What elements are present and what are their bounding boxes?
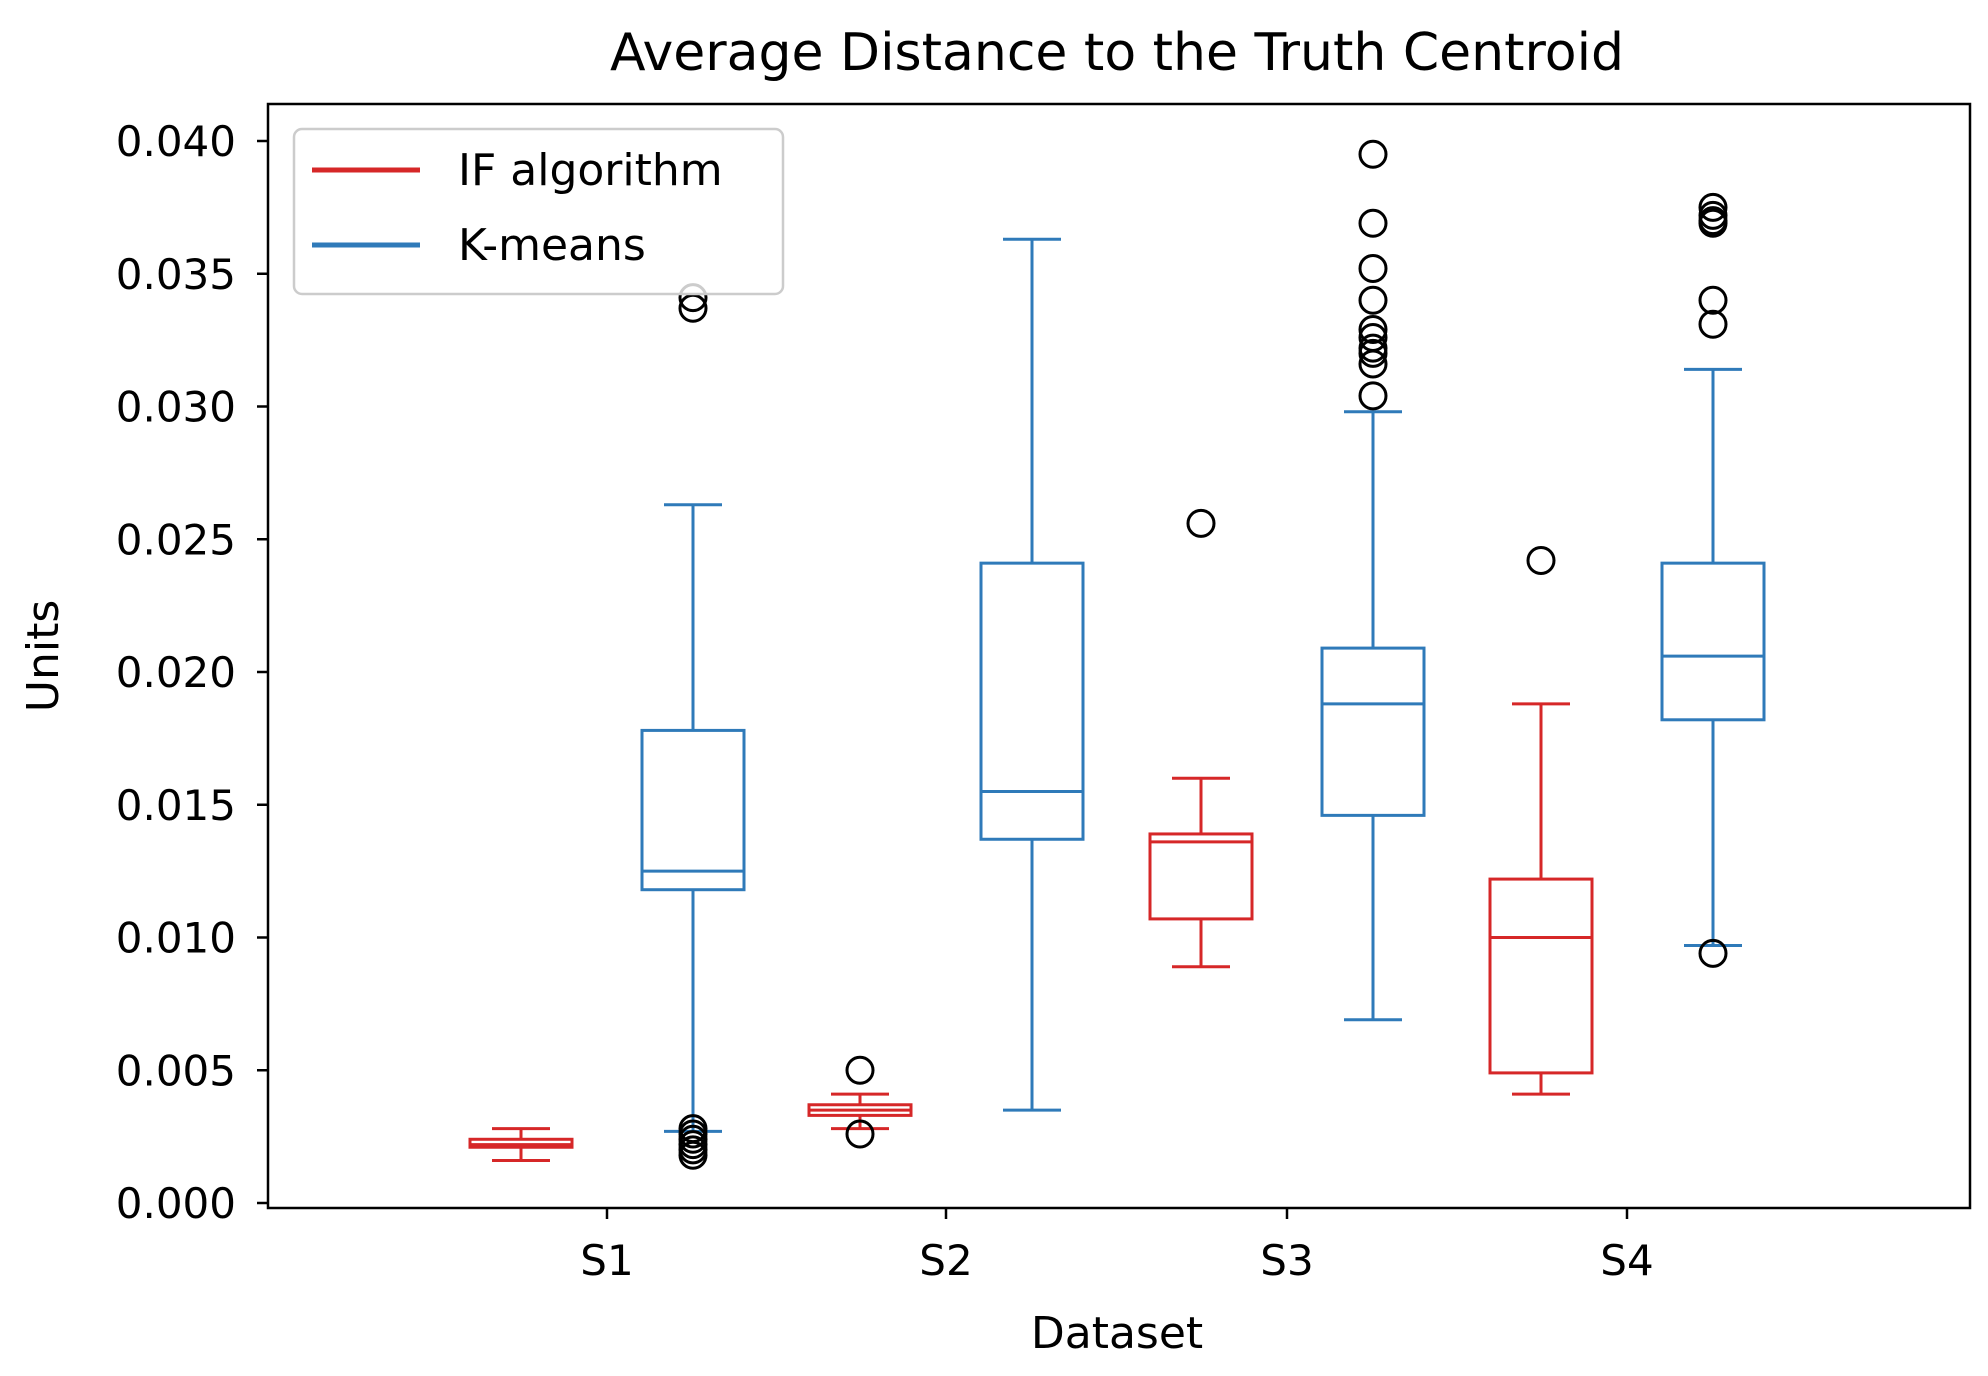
x-tick-label: S1 [580,1236,633,1285]
box-k-means-s3 [1320,139,1426,1022]
chart-title: Average Distance to the Truth Centroid [610,23,1624,83]
outlier-point [1698,938,1728,968]
box-if-algorithm-s3 [1148,508,1254,969]
outlier-point [1186,508,1216,538]
outlier-point [1698,208,1728,238]
y-tick-label: 0.010 [116,914,236,963]
outlier-point [1358,139,1388,169]
outlier-point [1358,253,1388,283]
x-axis-label: Dataset [1031,1308,1203,1359]
outlier-point [1358,338,1388,368]
box-iqr [1148,832,1254,921]
box-if-algorithm-s2 [807,1055,913,1149]
box-iqr [979,561,1085,841]
legend-label-k-means: K-means [458,220,646,271]
box-k-means-s2 [979,237,1085,1112]
outlier-point [1358,315,1388,345]
outlier-point [678,1140,708,1170]
y-tick-label: 0.035 [116,250,236,299]
outlier-point [845,1055,875,1085]
outlier-point [1358,285,1388,315]
plot-area-frame [266,102,1972,1210]
legend: IF algorithm K-means [292,127,785,296]
outlier-point [1698,285,1728,315]
box-k-means-s4 [1660,192,1766,968]
y-axis-ticks: 0.000 0.005 0.010 0.015 0.020 0.025 0.030 0.035… [116,117,268,1228]
outlier-point [1358,381,1388,411]
y-tick-label: 0.040 [116,117,236,166]
outlier-point [1698,192,1728,222]
box-if-algorithm-s1 [468,1127,574,1163]
outlier-point [845,1119,875,1149]
outlier-point [1358,208,1388,238]
box-if-algorithm-s4 [1488,545,1594,1096]
outlier-point [1698,309,1728,339]
y-tick-label: 0.025 [116,515,236,564]
y-tick-label: 0.000 [116,1179,236,1228]
y-tick-label: 0.030 [116,383,236,432]
box-iqr [1320,646,1426,817]
y-axis-label: Units [18,600,69,713]
legend-label-if-algorithm: IF algorithm [458,145,723,196]
y-tick-label: 0.015 [116,781,236,830]
x-tick-label: S2 [919,1236,972,1285]
x-axis-ticks: S1 S2 S3 S4 [580,1208,1654,1285]
outlier-point [678,293,708,323]
x-tick-label: S4 [1600,1236,1653,1285]
x-tick-label: S3 [1260,1236,1313,1285]
box-iqr [1488,877,1594,1075]
y-tick-label: 0.005 [116,1046,236,1095]
outlier-point [1526,545,1556,575]
box-iqr [1660,561,1766,722]
y-tick-label: 0.020 [116,648,236,697]
box-layer [468,139,1766,1170]
outlier-point [1358,349,1388,379]
box-iqr [640,728,746,892]
